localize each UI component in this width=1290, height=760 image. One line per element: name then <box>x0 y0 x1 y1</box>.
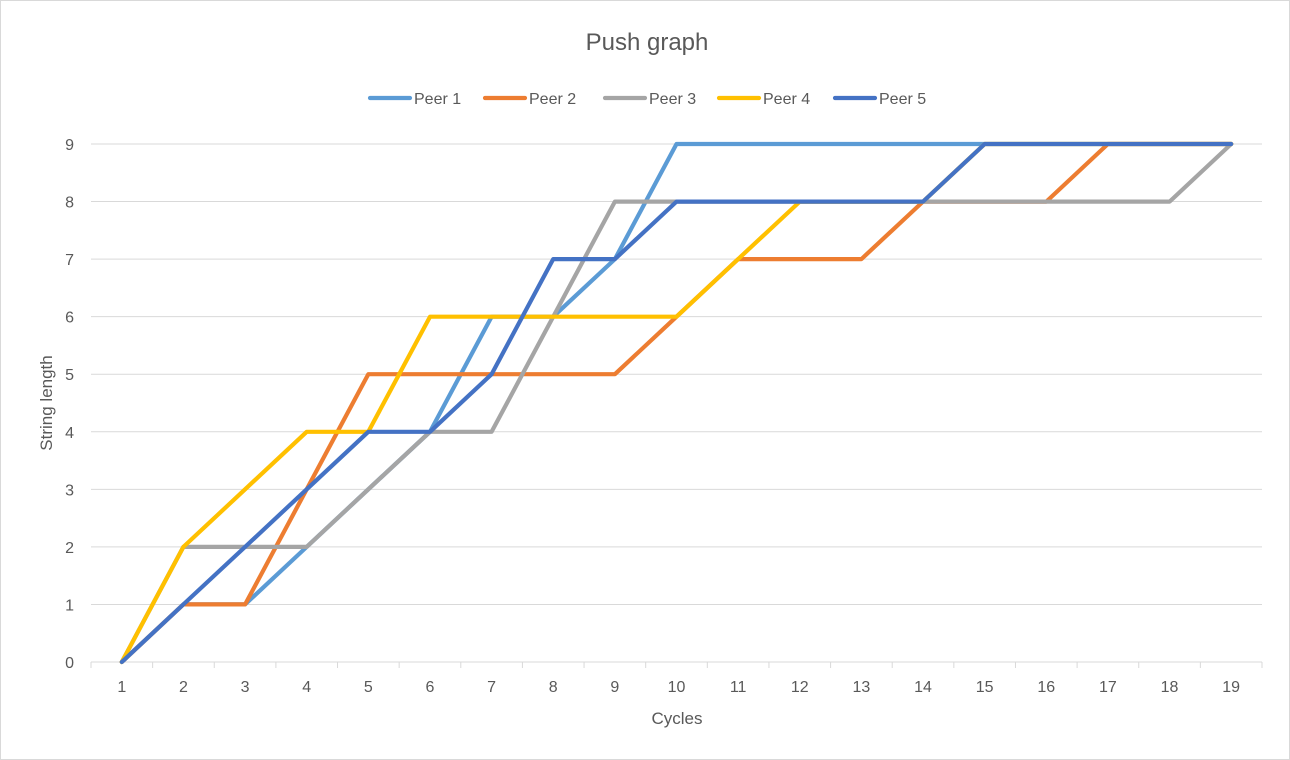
x-tick-label: 3 <box>241 679 250 696</box>
x-tick-label: 8 <box>549 679 558 696</box>
x-axis-title: Cycles <box>651 709 702 728</box>
series-line-peer-3 <box>119 141 1234 665</box>
y-tick-label: 4 <box>65 425 74 442</box>
y-tick-label: 9 <box>65 137 74 154</box>
x-tick-label: 18 <box>1161 679 1179 696</box>
series-line-peer-1 <box>119 141 1234 665</box>
x-tick-label: 13 <box>852 679 870 696</box>
y-axis-title: String length <box>37 355 56 450</box>
y-tick-label: 8 <box>65 195 74 212</box>
x-tick-label: 9 <box>610 679 619 696</box>
legend-label-peer-5: Peer 5 <box>879 91 926 108</box>
x-tick-label: 6 <box>426 679 435 696</box>
series-lines <box>119 141 1234 665</box>
legend-label-peer-3: Peer 3 <box>649 91 696 108</box>
legend-label-peer-4: Peer 4 <box>763 91 810 108</box>
x-tick-label: 2 <box>179 679 188 696</box>
x-tick-label: 1 <box>117 679 126 696</box>
y-tick-label: 0 <box>65 655 74 672</box>
x-tick-label: 7 <box>487 679 496 696</box>
x-tick-label: 14 <box>914 679 932 696</box>
legend-label-peer-2: Peer 2 <box>529 91 576 108</box>
x-tick-label: 16 <box>1037 679 1055 696</box>
x-tick-label: 11 <box>730 679 747 696</box>
x-tick-label: 4 <box>302 679 311 696</box>
y-tick-label: 1 <box>65 597 74 614</box>
y-tick-label: 3 <box>65 482 74 499</box>
series-line-peer-5 <box>119 141 1234 665</box>
y-axis-ticks: 0 1 2 3 4 5 6 7 8 9 <box>65 137 74 672</box>
y-tick-label: 5 <box>65 367 74 384</box>
x-tick-label: 17 <box>1099 679 1117 696</box>
x-tick-label: 12 <box>791 679 809 696</box>
x-tick-label: 10 <box>668 679 686 696</box>
legend-label-peer-1: Peer 1 <box>414 91 461 108</box>
series-line-peer-2 <box>119 141 1234 665</box>
x-tick-label: 15 <box>976 679 994 696</box>
y-tick-label: 6 <box>65 310 74 327</box>
x-axis-ticks: 1 2 3 4 5 6 7 8 9 10 11 12 13 14 15 16 17 18 19 <box>90 662 1263 696</box>
x-tick-label: 19 <box>1222 679 1240 696</box>
y-tick-label: 2 <box>65 540 74 557</box>
y-tick-label: 7 <box>65 252 74 269</box>
series-line-peer-4 <box>119 141 1234 665</box>
x-tick-label: 5 <box>364 679 373 696</box>
chart-title: Push graph <box>586 29 709 56</box>
legend: Peer 1 Peer 2 Peer 3 Peer 4 Peer 5 <box>367 91 926 108</box>
